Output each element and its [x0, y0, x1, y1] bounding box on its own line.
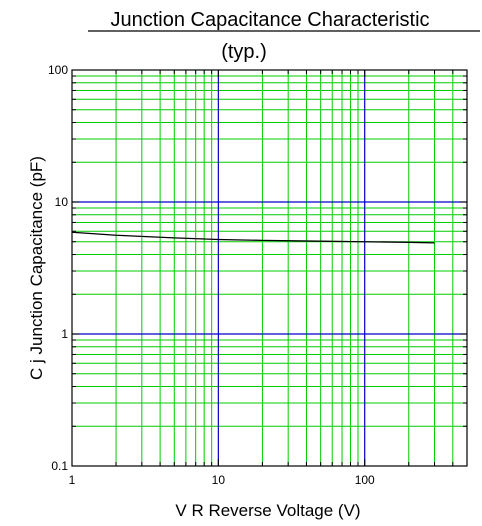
grid-layer	[71, 69, 468, 467]
capacitance-curve	[71, 231, 435, 244]
y-tick-label: 0.1	[51, 459, 68, 473]
plot-layer	[71, 231, 435, 244]
y-tick-label: 10	[55, 195, 69, 209]
x-tick-label: 1	[69, 473, 76, 487]
y-tick-label: 1	[61, 327, 68, 341]
y-tick-label: 100	[48, 63, 68, 77]
x-tick-label: 10	[212, 473, 226, 487]
x-axis-label: V R Reverse Voltage (V)	[175, 501, 360, 520]
chart-subtitle: (typ.)	[221, 41, 267, 63]
y-axis-label: C j Junction Capacitance (pF)	[27, 156, 46, 380]
chart-title: Junction Capacitance Characteristic	[110, 9, 429, 31]
x-tick-label: 100	[355, 473, 375, 487]
plot-frame	[71, 69, 468, 467]
